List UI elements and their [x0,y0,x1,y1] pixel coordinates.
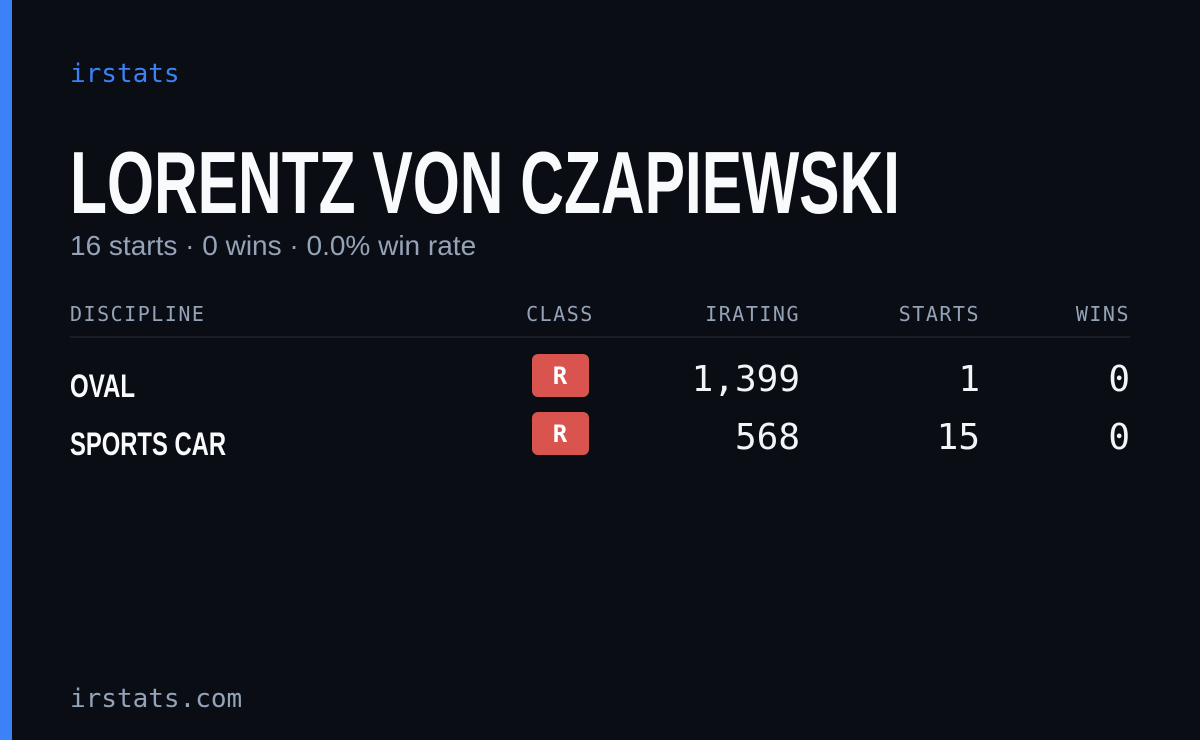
column-header: DISCIPLINE [70,302,205,326]
class-badge [532,354,589,397]
driver-name: LORENTZ VON CZAPIEWSKI [70,133,900,232]
summary: 16 starts · 0 wins · 0.0% win rate [70,230,476,261]
table-header: DISCIPLINE CLASS IRATING STARTS WINS [70,302,1130,326]
stat-value: 1 [958,359,980,400]
stat-value: 0 [1108,359,1130,400]
accent-bar [0,0,12,740]
class-letter: R [553,362,568,390]
column-header: STARTS [899,302,980,326]
table-row: OVAL R 1,399 1 0 [70,354,1130,404]
column-header: WINS [1076,302,1130,326]
class-badge [532,412,589,455]
brand: irstats [70,59,180,89]
stat-value: 568 [735,417,800,458]
footer: irstats.com [70,684,242,714]
table-body: OVAL R 1,399 1 0 SPORTS CAR R 568 15 0 [70,354,1130,462]
stat-value: 1,399 [692,359,800,400]
column-header: CLASS [526,302,594,326]
column-header: IRATING [705,302,800,326]
discipline: OVAL [70,368,135,404]
stat-value: 15 [937,417,980,458]
stat-value: 0 [1108,417,1130,458]
discipline: SPORTS CAR [70,426,226,462]
class-letter: R [553,420,568,448]
table-row: SPORTS CAR R 568 15 0 [70,412,1130,462]
